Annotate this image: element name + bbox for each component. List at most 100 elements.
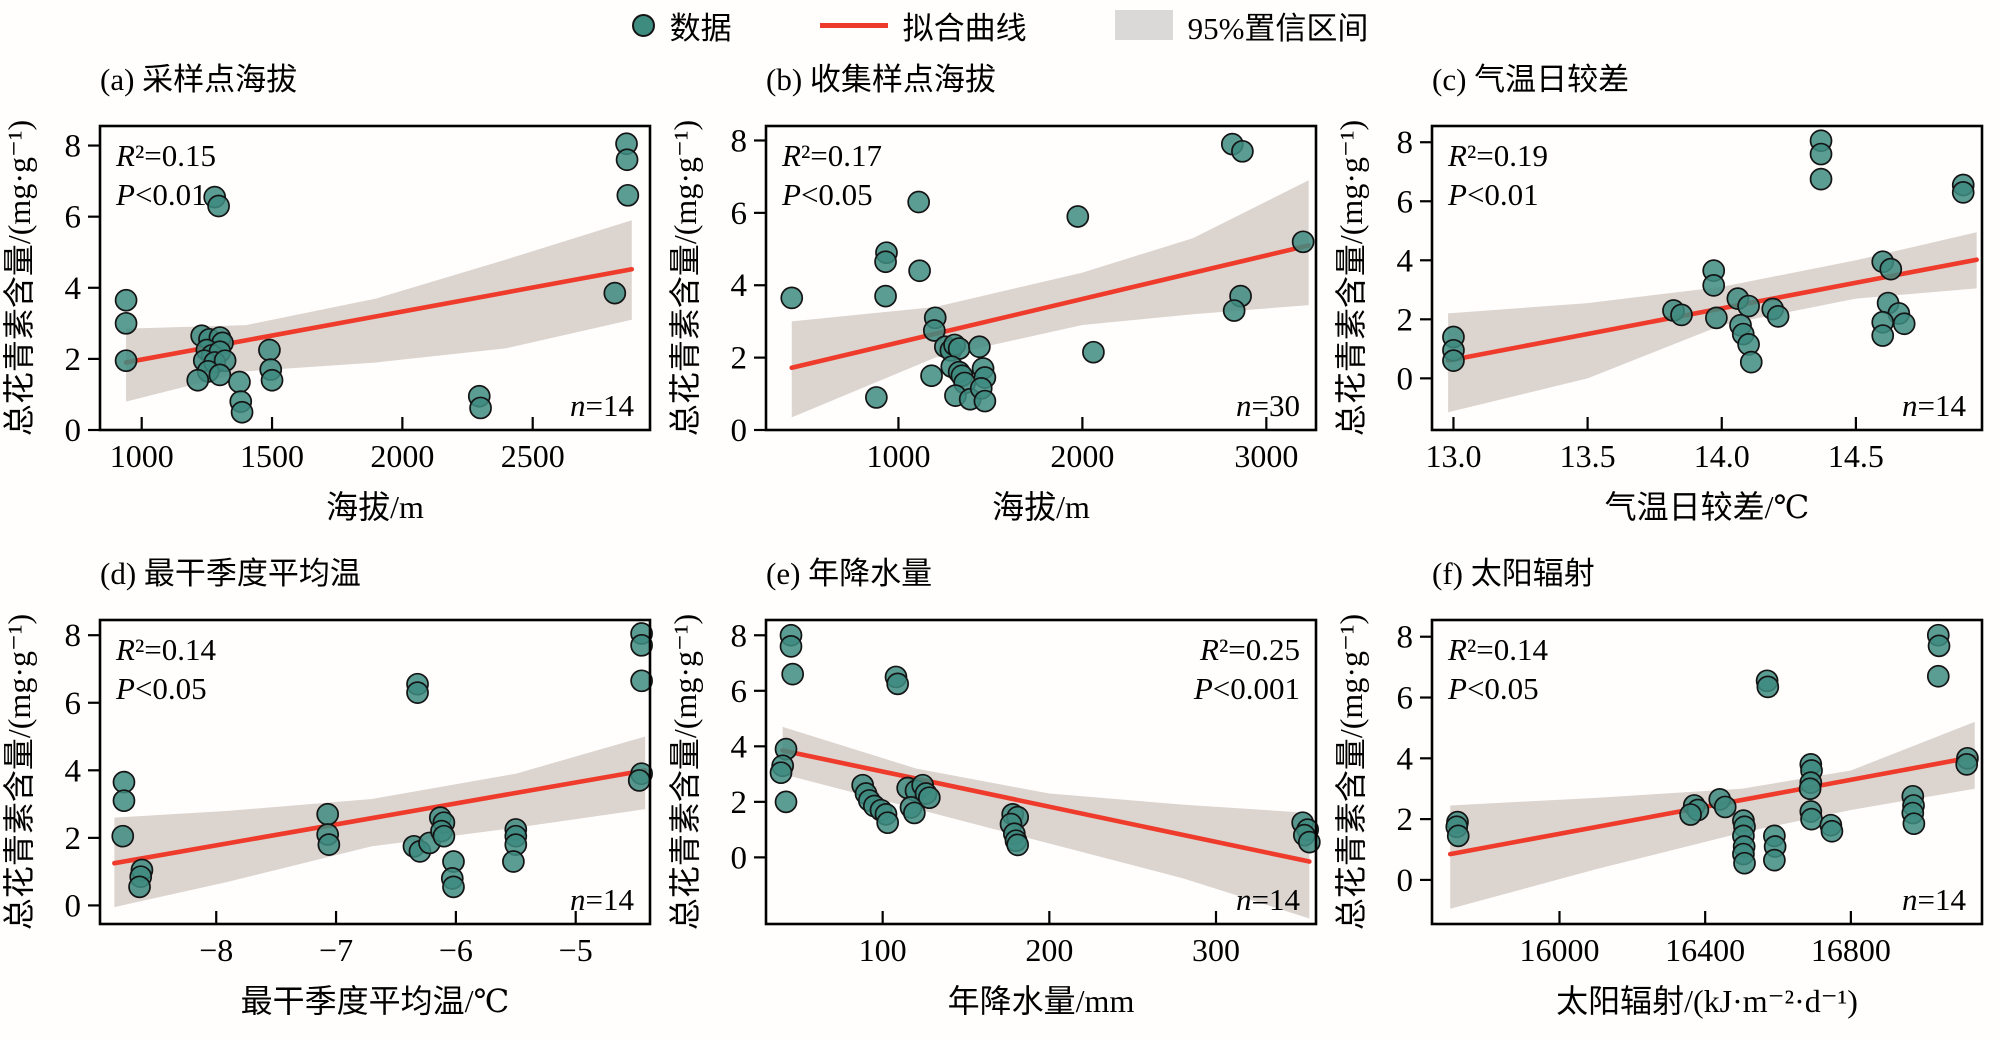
y-axis-label: 总花青素含量/(mg·g⁻¹) xyxy=(667,120,703,436)
data-point xyxy=(1702,274,1726,297)
x-axis-label: 气温日较差/℃ xyxy=(1605,489,1810,525)
legend-item-ci: 95%置信区间 xyxy=(1114,3,1369,48)
x-tick-label: 2000 xyxy=(370,438,434,474)
x-tick-label: 13.5 xyxy=(1560,438,1616,474)
data-point xyxy=(469,396,492,420)
y-tick-label: 0 xyxy=(1397,361,1414,397)
data-point xyxy=(317,833,341,856)
data-point xyxy=(876,811,900,835)
panel-b: 1000 2000 3000 0 2 4 6 8 (b) 收集样点海拔 海拔/m 总花青素含量/(m… xyxy=(666,50,1332,544)
sample-size-text: n=14 xyxy=(1236,882,1300,917)
data-point xyxy=(316,802,340,826)
data-point xyxy=(114,349,138,373)
data-point xyxy=(1297,830,1321,854)
sample-size-text: n=14 xyxy=(570,388,634,423)
sample-size-text: n=14 xyxy=(570,882,634,917)
data-point-marker-icon xyxy=(631,13,655,37)
x-tick-label: −8 xyxy=(199,932,233,968)
y-tick-label: 8 xyxy=(1397,620,1414,656)
data-point xyxy=(112,789,136,813)
data-point xyxy=(1926,664,1950,688)
data-point xyxy=(917,786,941,810)
x-tick-label: 1500 xyxy=(240,438,304,474)
data-point xyxy=(874,250,897,274)
y-tick-label: 6 xyxy=(731,196,748,232)
figure-legend: 数据 拟合曲线 95%置信区间 xyxy=(0,0,2000,50)
data-point xyxy=(1951,181,1975,204)
data-point xyxy=(630,669,653,693)
p-value-text: P<0.01 xyxy=(1447,177,1539,212)
y-tick-label: 8 xyxy=(731,123,748,159)
data-point xyxy=(1766,305,1790,328)
y-tick-label: 0 xyxy=(731,413,748,449)
data-point xyxy=(207,194,230,218)
data-point xyxy=(886,672,910,696)
data-point xyxy=(1798,777,1822,801)
x-tick-label: 13.0 xyxy=(1425,438,1481,474)
data-point xyxy=(874,284,897,308)
p-value-text: P<0.05 xyxy=(781,177,873,212)
x-tick-label: −5 xyxy=(559,932,593,968)
y-tick-label: 2 xyxy=(65,821,82,857)
ci-band xyxy=(782,726,1310,919)
panel-a: 1000 1500 2000 2500 0 2 4 6 8 (a) 采样点海拔 海拔/m 总花青素含量… xyxy=(0,50,666,544)
y-tick-label: 2 xyxy=(1397,802,1414,838)
sample-size-text: n=14 xyxy=(1902,388,1966,423)
x-axis-label: 年降水量/mm xyxy=(948,983,1135,1019)
y-tick-label: 2 xyxy=(731,341,748,377)
data-point xyxy=(616,183,640,207)
y-tick-label: 6 xyxy=(65,686,82,722)
data-point xyxy=(230,400,254,424)
y-tick-label: 4 xyxy=(1397,243,1414,279)
x-axis-label: 海拔/m xyxy=(326,489,424,525)
panel-f: 16000 16400 16800 0 2 4 6 8 (f) 太阳辐射 太阳辐射/(kJ·m⁻²… xyxy=(1332,544,1998,1038)
legend-ci-label: 95%置信区间 xyxy=(1187,10,1369,46)
data-point xyxy=(1809,167,1833,191)
data-point xyxy=(774,790,798,814)
data-point xyxy=(1871,324,1895,347)
y-tick-label: 0 xyxy=(1397,863,1414,899)
data-point xyxy=(1820,819,1844,843)
data-point xyxy=(1442,349,1465,372)
x-tick-label: 16400 xyxy=(1665,932,1745,968)
y-axis-label: 总花青素含量/(mg·g⁻¹) xyxy=(1,120,37,436)
panel-title: (c) 气温日较差 xyxy=(1432,62,1629,97)
data-point xyxy=(1291,230,1315,254)
y-tick-label: 4 xyxy=(65,271,82,307)
data-point xyxy=(973,389,997,413)
data-point xyxy=(1066,205,1090,228)
y-tick-label: 8 xyxy=(65,129,82,165)
plot-border xyxy=(764,618,1318,926)
y-tick-label: 4 xyxy=(731,268,748,304)
data-point xyxy=(1927,634,1951,658)
data-point xyxy=(1222,299,1246,322)
x-tick-label: 2500 xyxy=(501,438,565,474)
r-squared-text: R²=0.19 xyxy=(1447,138,1548,173)
data-point xyxy=(922,319,946,342)
x-tick-label: 300 xyxy=(1192,932,1240,968)
data-point xyxy=(781,662,805,686)
data-point xyxy=(186,368,210,392)
legend-fit-label: 拟合曲线 xyxy=(902,10,1027,46)
fit-line xyxy=(112,768,648,866)
legend-data-label: 数据 xyxy=(669,10,732,46)
data-point xyxy=(114,311,138,335)
data-point xyxy=(128,875,151,899)
data-point xyxy=(615,148,639,172)
plot-border xyxy=(764,124,1318,432)
y-tick-label: 2 xyxy=(65,342,82,378)
x-tick-label: 14.5 xyxy=(1828,438,1884,474)
data-point xyxy=(920,364,943,388)
data-point xyxy=(1446,824,1470,848)
p-value-text: P<0.01 xyxy=(115,177,207,212)
data-point xyxy=(228,370,251,394)
fit-line xyxy=(780,748,1312,864)
x-tick-label: 16000 xyxy=(1519,932,1599,968)
x-tick-label: −6 xyxy=(439,932,473,968)
x-tick-label: 16800 xyxy=(1811,932,1891,968)
y-tick-label: 6 xyxy=(1397,184,1414,220)
y-axis-label: 总花青素含量/(mg·g⁻¹) xyxy=(667,614,703,930)
